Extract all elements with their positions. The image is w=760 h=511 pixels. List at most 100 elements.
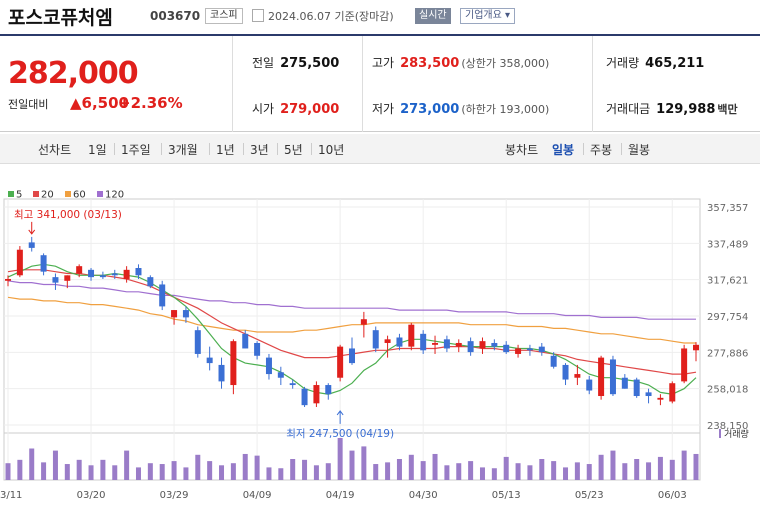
candle-body: [609, 359, 616, 395]
candle-body: [159, 284, 166, 307]
candle-body: [277, 372, 284, 378]
candle-body: [28, 242, 35, 248]
volume-bar: [5, 463, 11, 480]
volume-bar: [586, 464, 592, 480]
date-text: 2024.06.07 기준(장마감): [268, 10, 394, 23]
volume-bar: [491, 468, 497, 480]
volume-bar: [76, 459, 82, 480]
chart-toolbar: 선차트 1일 1주일 3개월 1년 3년 5년 10년 봉차트 일봉 주봉 월봉: [0, 134, 760, 164]
open-cell: 시가 279,000: [252, 100, 339, 117]
candle-body: [408, 324, 415, 347]
volume-bar: [112, 465, 118, 480]
volume-bar: [302, 459, 308, 480]
volume-bar: [52, 450, 58, 480]
divider: [209, 143, 210, 155]
candle-body: [16, 249, 23, 276]
period-3m-button[interactable]: 3개월: [168, 143, 198, 157]
candle-body: [52, 277, 59, 283]
candle-body: [313, 385, 320, 404]
low-arrow: [336, 410, 344, 424]
candle-body: [621, 377, 628, 389]
x-tick-label: 03/20: [77, 490, 106, 501]
x-tick-label: 04/30: [409, 490, 438, 501]
volume-bar: [29, 448, 35, 480]
candle-body: [681, 348, 688, 382]
stock-code: 003670: [150, 9, 201, 23]
candle-body: [503, 344, 510, 353]
line-chart-label[interactable]: 선차트: [38, 143, 72, 157]
candle-body: [254, 342, 261, 356]
period-1y-button[interactable]: 1년: [216, 143, 235, 157]
current-price: 282,000: [8, 56, 139, 91]
company-info-button[interactable]: 기업개요 ▾: [460, 8, 515, 24]
prev-close-cell: 전일 275,500: [252, 54, 339, 71]
volume-bar: [254, 455, 260, 480]
upper-limit: (상한가 358,000): [461, 57, 550, 70]
realtime-button[interactable]: 실시간: [415, 8, 451, 24]
volume-label: 거래량: [606, 56, 640, 70]
period-5y-button[interactable]: 5년: [284, 143, 303, 157]
candle-body: [550, 355, 557, 367]
volume-bar: [515, 463, 521, 480]
volume-bar: [669, 459, 675, 480]
ma60-line: [7, 296, 696, 344]
volume-bar: [64, 464, 70, 480]
candle-body: [242, 333, 249, 349]
volume-bar: [88, 465, 94, 480]
candle-body: [633, 379, 640, 397]
period-1d-button[interactable]: 1일: [88, 143, 107, 157]
volume-cell: 거래량 465,211: [606, 54, 704, 71]
candle-body: [384, 339, 391, 343]
candle-body: [432, 342, 439, 345]
volume-bar: [219, 465, 225, 480]
period-10y-button[interactable]: 10년: [318, 143, 345, 157]
volume-bar: [598, 454, 604, 480]
candle-body: [598, 357, 605, 397]
change-label: 전일대비: [8, 98, 49, 111]
candle-monthly-button[interactable]: 월봉: [628, 143, 651, 157]
volume-bar: [266, 467, 272, 480]
amount-value: 129,988: [656, 102, 716, 117]
candle-body: [40, 255, 47, 272]
divider: [592, 36, 593, 132]
volume-bar: [634, 459, 640, 480]
calendar-icon: [252, 9, 264, 22]
amount-cell: 거래대금 129,988 백만: [606, 100, 738, 117]
candle-body: [693, 344, 699, 351]
volume-bar: [563, 467, 569, 480]
prev-close-value: 275,500: [280, 56, 340, 71]
open-label: 시가: [252, 102, 275, 116]
candle-body: [76, 266, 83, 274]
y-tick-label: 277,886: [707, 348, 748, 359]
high-value: 283,500: [400, 56, 460, 71]
candle-body: [515, 348, 522, 354]
candle-body: [645, 392, 652, 397]
candle-weekly-button[interactable]: 주봉: [590, 143, 613, 157]
volume-bar: [646, 462, 652, 480]
lower-limit: (하한가 193,000): [461, 103, 550, 116]
candle-body: [467, 341, 474, 353]
period-3y-button[interactable]: 3년: [250, 143, 269, 157]
candle-daily-button[interactable]: 일봉: [552, 143, 575, 157]
change-percent: +2.36%: [118, 94, 183, 112]
volume-bar: [420, 461, 426, 480]
volume-bar: [396, 459, 402, 480]
volume-bar: [657, 456, 663, 480]
candle-body: [123, 269, 130, 279]
price-summary: 282,000 전일대비 ▲6,500 +2.36% 전일 275,500 시가 2…: [0, 34, 760, 132]
candle-body: [5, 278, 11, 281]
volume-value: 465,211: [645, 56, 705, 71]
volume-bar: [337, 438, 343, 480]
x-tick-label: 03/29: [160, 490, 189, 501]
volume-bar: [183, 467, 189, 480]
y-tick-label: 258,018: [707, 385, 748, 396]
amount-label: 거래대금: [606, 102, 651, 116]
market-badge: 코스피: [205, 8, 243, 24]
divider: [277, 143, 278, 155]
volume-bar: [349, 450, 355, 480]
candle-chart-label[interactable]: 봉차트: [505, 143, 539, 157]
candle-body: [455, 342, 462, 347]
volume-bar: [135, 467, 141, 480]
candle-body: [443, 339, 450, 349]
period-1w-button[interactable]: 1주일: [121, 143, 151, 157]
